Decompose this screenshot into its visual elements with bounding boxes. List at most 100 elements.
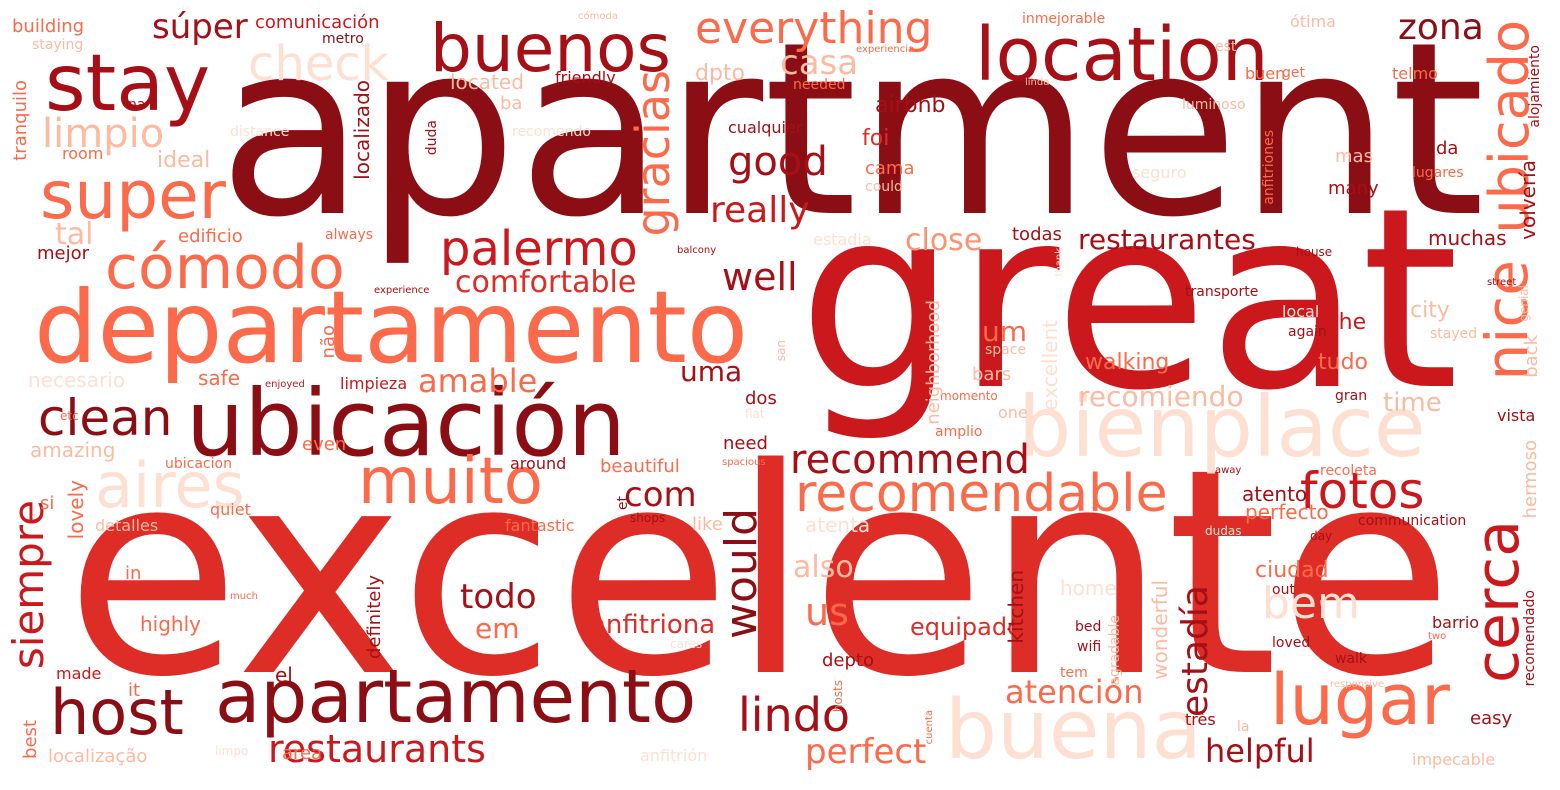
word-na: na bbox=[128, 97, 146, 113]
word-many: many bbox=[1328, 178, 1379, 199]
word-recomiendo: recomiendo bbox=[1078, 380, 1244, 413]
word-cama: cama bbox=[865, 158, 915, 179]
word-also: also bbox=[793, 550, 854, 585]
word-check: check bbox=[248, 36, 389, 92]
word-hermoso: hermoso bbox=[1520, 440, 1541, 519]
word-etc: etc bbox=[60, 409, 79, 423]
word-est: est bbox=[1215, 39, 1237, 55]
word-ubicacion: ubicación bbox=[186, 370, 626, 477]
word-thank: thank bbox=[1054, 248, 1065, 277]
word-responsive: responsive bbox=[1330, 679, 1385, 690]
word-close: close bbox=[905, 223, 983, 258]
word-cuenta: cuenta bbox=[924, 710, 935, 745]
word-gran: gran bbox=[1335, 388, 1368, 404]
word-seguro: seguro bbox=[1132, 163, 1187, 182]
word-atenta: atenta bbox=[805, 513, 871, 537]
word-uma: uma bbox=[680, 355, 743, 388]
word-host: host bbox=[50, 676, 184, 749]
word-estadia: estadía bbox=[1175, 585, 1216, 717]
word-cares: cares bbox=[670, 637, 703, 651]
word-house: house bbox=[1296, 245, 1333, 259]
word-bem: bem bbox=[1262, 578, 1360, 629]
word-edificio: edificio bbox=[178, 226, 243, 247]
word-gracias: gracias bbox=[626, 70, 680, 237]
word-time: time bbox=[1383, 388, 1442, 418]
word-necesario: necesario bbox=[28, 368, 125, 392]
word-enjoyed: enjoyed bbox=[265, 379, 305, 390]
word-siempre: siempre bbox=[4, 500, 53, 670]
word-estadia-plain: estadia bbox=[813, 230, 872, 249]
word-super: super bbox=[40, 157, 226, 234]
word-tres: très bbox=[1185, 710, 1216, 729]
word-localizado: localizado bbox=[350, 80, 374, 180]
word-limpio: limpio bbox=[42, 111, 165, 157]
word-one: one bbox=[998, 403, 1028, 422]
word-away: away bbox=[1215, 465, 1242, 476]
word-experiencia: experiencia bbox=[856, 44, 915, 55]
word-perfect: perfect bbox=[805, 732, 927, 772]
word-much: much bbox=[230, 591, 258, 602]
word-local: local bbox=[1282, 302, 1320, 321]
word-san: san bbox=[774, 340, 788, 362]
word-around: around bbox=[510, 454, 567, 473]
word-day: day bbox=[1310, 529, 1333, 543]
word-nao: não bbox=[318, 325, 339, 359]
word-palermo: palermo bbox=[440, 221, 638, 277]
word-tudo: tudo bbox=[1318, 350, 1368, 375]
word-impecable: impecable bbox=[1412, 750, 1496, 769]
word-bienplace: bienplace bbox=[1018, 378, 1426, 476]
word-everything: everything bbox=[695, 3, 933, 54]
word-ubicacion-plain: ubicacion bbox=[165, 456, 232, 472]
word-detalles: detalles bbox=[95, 516, 159, 535]
word-back: back bbox=[1521, 335, 1542, 378]
word-balcony: balcony bbox=[677, 245, 717, 256]
word-room: room bbox=[62, 144, 104, 163]
word-comoda: cómoda bbox=[578, 11, 618, 22]
word-lugares: lugares bbox=[1412, 165, 1464, 181]
word-comfortable: comfortable bbox=[455, 265, 637, 300]
word-us: us bbox=[805, 590, 849, 634]
word-it: it bbox=[128, 680, 141, 701]
word-departamento: departamento bbox=[34, 269, 749, 386]
word-highly: highly bbox=[140, 612, 201, 636]
word-out: out bbox=[1272, 582, 1295, 598]
word-localizacao: localização bbox=[48, 746, 148, 767]
word-hosts: hosts bbox=[831, 680, 845, 713]
word-limpo: limpo bbox=[215, 744, 249, 758]
word-space: space bbox=[985, 342, 1027, 358]
word-restaurants: restaurants bbox=[268, 727, 486, 771]
word-tranquilo: tranquilo bbox=[10, 80, 31, 161]
word-apartment: apartment bbox=[218, 0, 1485, 270]
word-um: um bbox=[982, 315, 1028, 348]
word-otima: ótima bbox=[1290, 12, 1336, 31]
word-muchas: muchas bbox=[1428, 226, 1507, 250]
word-cerca: cerca bbox=[1463, 520, 1533, 684]
word-zona: zona bbox=[1398, 7, 1484, 48]
word-safe: safe bbox=[198, 366, 241, 390]
word-telmo: telmo bbox=[1392, 64, 1438, 83]
word-anfitriona: anfitriona bbox=[590, 610, 716, 640]
word-need: need bbox=[723, 433, 768, 454]
word-depto: depto bbox=[822, 650, 874, 671]
word-stayed: stayed bbox=[1430, 326, 1478, 342]
word-la: la bbox=[1237, 719, 1250, 735]
word-atencion: atención bbox=[1005, 673, 1144, 711]
word-recomendado: recomendado bbox=[1522, 590, 1538, 687]
word-ideal: ideal bbox=[157, 148, 211, 173]
word-recomendo: recomendo bbox=[512, 124, 591, 140]
word-ciudad: ciudad bbox=[1255, 558, 1329, 583]
word-metro: metro bbox=[322, 31, 364, 47]
word-quiet: quiet bbox=[210, 500, 251, 519]
word-even: even bbox=[302, 434, 347, 455]
word-friendly: friendly bbox=[555, 68, 616, 87]
word-spacious: spacious bbox=[722, 457, 766, 468]
word-el: el bbox=[275, 663, 293, 687]
word-walk: walk bbox=[1335, 651, 1368, 667]
word-get: get bbox=[1282, 65, 1305, 81]
word-ba: ba bbox=[500, 93, 523, 114]
word-todo: todo bbox=[460, 577, 537, 617]
word-amable: amable bbox=[418, 362, 538, 400]
word-kitchen: kitchen bbox=[1004, 570, 1028, 644]
word-amazing: amazing bbox=[30, 438, 116, 462]
word-muito: muito bbox=[358, 445, 543, 519]
